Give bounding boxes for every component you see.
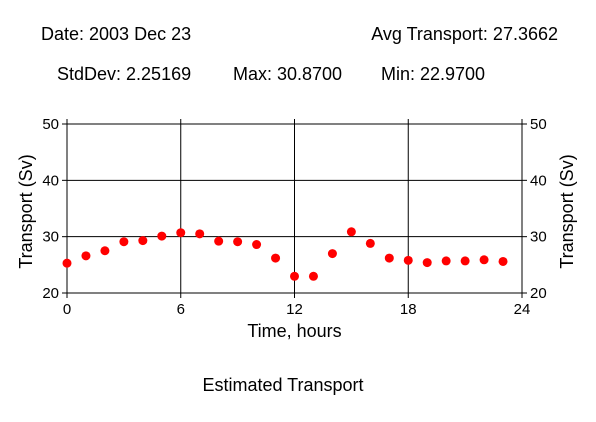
stddev-label: StdDev: 2.25169 — [57, 64, 192, 84]
y-tick-label-right: 50 — [530, 116, 547, 133]
x-tick-label: 12 — [286, 301, 303, 318]
data-point — [327, 249, 337, 259]
data-point — [252, 240, 262, 250]
y-tick-label-right: 30 — [530, 229, 547, 246]
data-point — [403, 255, 413, 265]
y-tick-label-left: 30 — [42, 229, 59, 246]
data-point — [346, 227, 356, 237]
data-point — [233, 237, 243, 247]
chart-grid — [67, 124, 522, 293]
data-point — [157, 231, 167, 241]
data-point — [62, 258, 72, 268]
data-point — [195, 229, 205, 239]
data-point — [176, 228, 186, 238]
date-label: Date: 2003 Dec 23 — [41, 24, 192, 44]
data-point — [119, 237, 129, 247]
data-point — [100, 246, 110, 256]
x-tick-label: 6 — [177, 301, 185, 318]
avg-transport-label: Avg Transport: 27.3662 — [371, 24, 558, 44]
y-axis-label-right: Transport (Sv) — [557, 154, 577, 268]
max-label: Max: 30.8700 — [233, 64, 343, 84]
y-tick-label-right: 20 — [530, 285, 547, 302]
data-point — [308, 271, 318, 281]
y-tick-label-left: 20 — [42, 285, 59, 302]
data-point — [365, 238, 375, 248]
x-tick-label: 18 — [400, 301, 417, 318]
chart-caption: Estimated Transport — [202, 375, 364, 395]
data-point — [384, 253, 394, 263]
min-label: Min: 22.9700 — [381, 64, 486, 84]
data-point — [422, 258, 432, 268]
data-point — [290, 271, 299, 281]
x-axis-label: Time, hours — [247, 321, 341, 341]
data-point — [271, 253, 281, 263]
y-tick-label-left: 40 — [42, 172, 59, 189]
data-point — [138, 236, 148, 246]
data-point — [441, 256, 451, 266]
y-axis-label-left: Transport (Sv) — [16, 154, 36, 268]
data-point — [460, 256, 470, 266]
x-tick-label: 0 — [63, 301, 71, 318]
y-tick-label-right: 40 — [530, 172, 547, 189]
data-point — [214, 236, 224, 246]
x-tick-label: 24 — [514, 301, 531, 318]
data-point — [479, 255, 489, 265]
y-tick-label-left: 50 — [42, 116, 59, 133]
data-point — [498, 256, 508, 266]
data-point — [81, 251, 91, 261]
data-points — [62, 227, 508, 281]
